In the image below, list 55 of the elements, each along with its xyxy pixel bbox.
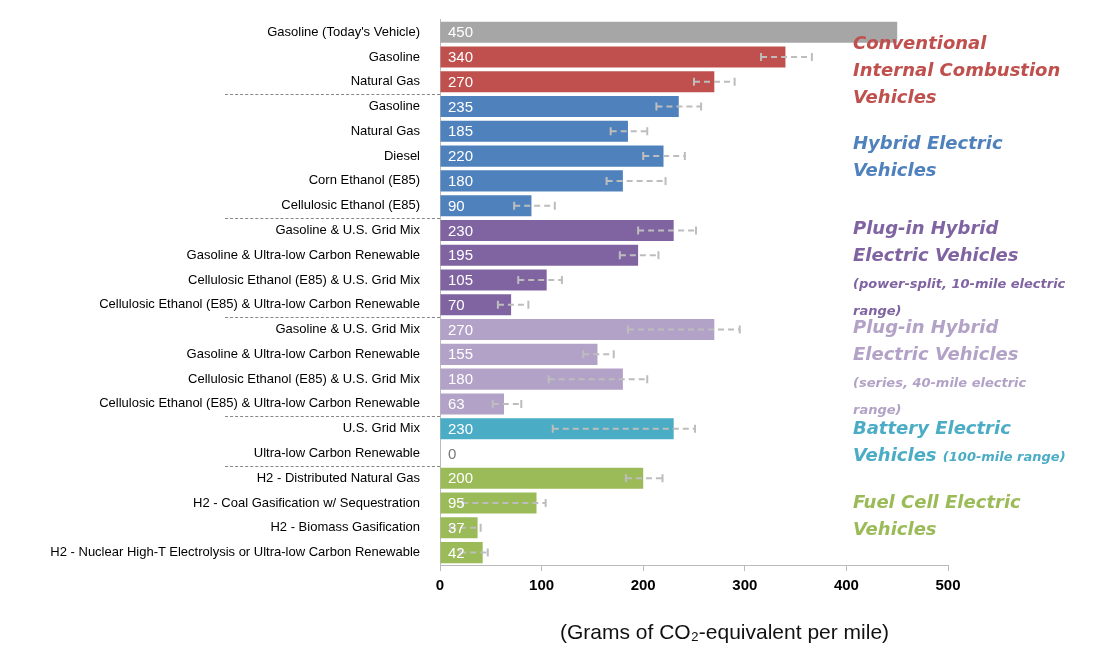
y-tick-label: Gasoline (368, 48, 420, 64)
y-tick-label: Cellulosic Ethanol (E85) (281, 197, 420, 213)
y-tick-label: Gasoline & Ultra-low Carbon Renewable (186, 345, 420, 361)
x-tick-label: 100 (529, 576, 555, 594)
data-label: 340 (448, 48, 474, 66)
y-tick-label: Cellulosic Ethanol (E85) & U.S. Grid Mix (188, 370, 421, 386)
data-label: 180 (448, 370, 474, 388)
data-label: 270 (448, 72, 474, 90)
data-label: 155 (448, 345, 474, 363)
data-label: 105 (448, 271, 474, 289)
data-label: 37 (448, 518, 465, 536)
data-label: 450 (448, 23, 474, 41)
annotation: Fuel Cell Electric Vehicles (853, 490, 1022, 542)
y-tick-label: Diesel (383, 147, 421, 163)
data-label: 185 (448, 122, 474, 140)
y-tick-label: Ultra-low Carbon Renewable (253, 445, 420, 461)
data-label: 200 (448, 469, 474, 487)
y-tick-label: Gasoline (Today's Vehicle) (267, 23, 420, 39)
x-tick-label: 300 (732, 576, 758, 594)
y-tick-label: Cellulosic Ethanol (E85) & U.S. Grid Mix (188, 271, 421, 287)
annotation: Plug-in Hybrid Electric Vehicles (power-split, 10-mile electric range) (853, 216, 1066, 318)
data-label: 270 (448, 320, 474, 338)
y-tick-label: Cellulosic Ethanol (E85) & Ultra-low Carbon Renewable (99, 395, 420, 411)
data-label: 180 (448, 172, 474, 190)
y-tick-label: H2 - Coal Gasification w/ Sequestration (193, 494, 420, 510)
y-tick-label: Cellulosic Ethanol (E85) & Ultra-low Carbon Renewable (99, 296, 420, 312)
x-tick-label: 200 (630, 576, 656, 594)
annotation: Conventional Internal Combustion Vehicles (853, 30, 1062, 109)
x-tick-label: 400 (833, 576, 859, 594)
data-label: 230 (448, 419, 474, 437)
x-axis-title: (Grams of CO₂-equivalent per mile) (560, 620, 890, 644)
annotation: Hybrid Electric Vehicles (853, 131, 1004, 183)
data-label: 220 (448, 147, 474, 165)
data-label: 235 (448, 97, 474, 115)
y-tick-label: Natural Gas (350, 73, 421, 89)
annotation: Battery Electric Vehicles (100-mile range) (853, 417, 1066, 466)
y-tick-label: H2 - Nuclear High-T Electrolysis or Ultra-low Carbon Renewable (50, 544, 420, 560)
y-tick-label: Gasoline & U.S. Grid Mix (275, 321, 421, 337)
y-tick-label: Gasoline (368, 98, 420, 114)
x-tick-label: 0 (435, 576, 445, 594)
y-tick-label: H2 - Distributed Natural Gas (256, 469, 421, 485)
y-tick-label: H2 - Biomass Gasification (270, 519, 420, 535)
data-label: 0 (448, 444, 457, 462)
data-label: 230 (448, 221, 474, 239)
data-label: 63 (448, 395, 465, 413)
y-tick-label: Natural Gas (350, 122, 421, 138)
y-tick-label: U.S. Grid Mix (342, 420, 421, 436)
data-label: 70 (448, 295, 465, 313)
x-tick-label: 500 (935, 576, 961, 594)
data-label: 195 (448, 246, 474, 264)
y-tick-label: Gasoline & Ultra-low Carbon Renewable (186, 246, 420, 262)
data-label: 90 (448, 196, 465, 214)
y-tick-label: Corn Ethanol (E85) (308, 172, 420, 188)
y-tick-label: Gasoline & U.S. Grid Mix (275, 222, 421, 238)
data-label: 42 (448, 543, 465, 561)
